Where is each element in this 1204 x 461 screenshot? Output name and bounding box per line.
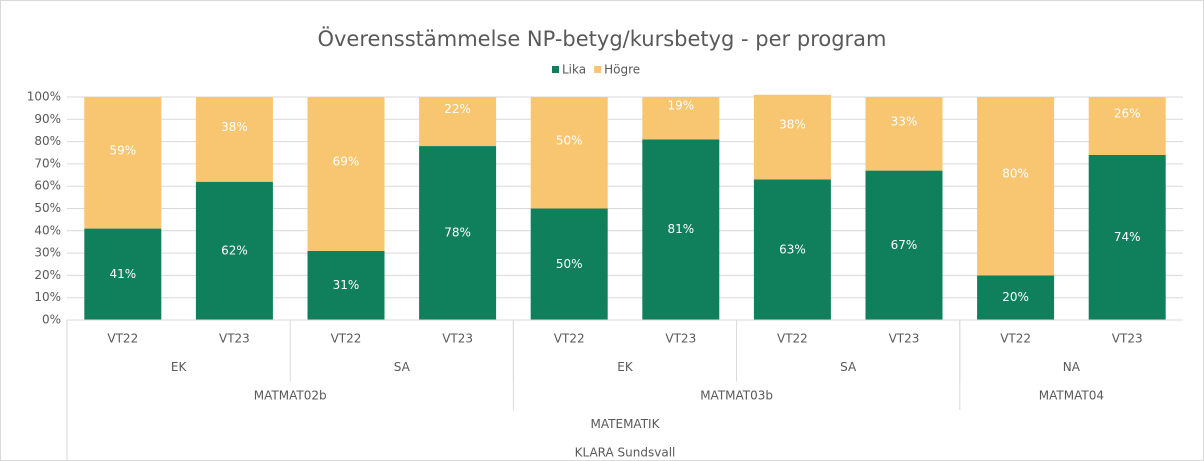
data-label: 20% [1002, 290, 1029, 304]
bar-segment [977, 275, 1055, 320]
group-label: MATMAT04 [1039, 389, 1104, 403]
y-tick-label: 70% [34, 156, 61, 170]
group-label: SA [394, 360, 411, 374]
x-tick-label: VT23 [665, 332, 696, 346]
y-tick-label: 100% [27, 90, 61, 104]
group-label: EK [171, 360, 188, 374]
bar-segment [530, 208, 608, 320]
group-label: MATMAT02b [254, 389, 327, 403]
bar-segment [195, 97, 273, 182]
x-tick-label: VT23 [889, 332, 920, 346]
data-label: 74% [1114, 230, 1141, 244]
group-label: EK [617, 360, 634, 374]
bar-segment [84, 228, 162, 320]
bar-segment [753, 179, 831, 320]
y-tick-label: 10% [34, 290, 61, 304]
data-label: 22% [444, 102, 471, 116]
y-tick-label: 90% [34, 112, 61, 126]
y-tick-label: 50% [34, 201, 61, 215]
legend-label: Lika [562, 63, 586, 77]
data-label: 38% [779, 118, 806, 132]
legend-swatch [552, 66, 559, 73]
data-label: 69% [333, 154, 360, 168]
data-label: 50% [556, 133, 583, 147]
data-label: 67% [891, 238, 918, 252]
legend-label: Högre [604, 63, 640, 77]
bar-segment [530, 97, 608, 209]
y-tick-label: 30% [34, 246, 61, 260]
x-tick-label: VT22 [1000, 332, 1031, 346]
bar-segment [642, 139, 720, 320]
data-label: 19% [667, 99, 694, 113]
x-tick-label: VT22 [554, 332, 585, 346]
y-tick-label: 40% [34, 223, 61, 237]
chart-title: Överensstämmelse NP-betyg/kursbetyg - pe… [317, 26, 886, 51]
bar-segment [419, 146, 497, 320]
bar-segment [865, 97, 943, 171]
bar-segment [1088, 154, 1166, 320]
y-tick-label: 60% [34, 179, 61, 193]
bar-segment [307, 250, 385, 320]
data-label: 81% [667, 222, 694, 236]
x-tick-label: VT23 [1112, 332, 1143, 346]
data-label: 50% [556, 257, 583, 271]
data-label: 38% [221, 120, 248, 134]
data-label: 78% [444, 226, 471, 240]
legend-swatch [594, 66, 602, 73]
x-tick-label: VT23 [442, 332, 473, 346]
data-label: 26% [1114, 106, 1141, 120]
bar-segment [977, 97, 1055, 276]
bar-segment [865, 170, 943, 320]
bar-segment [307, 97, 385, 251]
data-label: 31% [333, 278, 360, 292]
group-label: MATEMATIK [591, 417, 661, 431]
group-label: MATMAT03b [700, 389, 773, 403]
data-label: 41% [109, 267, 136, 281]
bar-segment [753, 94, 831, 180]
data-label: 33% [891, 114, 918, 128]
data-label: 63% [779, 242, 806, 256]
bar-segment [419, 97, 497, 147]
y-tick-label: 0% [42, 313, 61, 327]
data-label: 59% [109, 143, 136, 157]
x-tick-label: VT22 [107, 332, 138, 346]
x-tick-label: VT23 [219, 332, 250, 346]
group-label: KLARA Sundsvall [575, 446, 676, 460]
data-label: 80% [1002, 167, 1029, 181]
bar-segment [642, 97, 720, 140]
data-label: 62% [221, 243, 248, 257]
x-tick-label: VT22 [331, 332, 362, 346]
y-tick-label: 80% [34, 134, 61, 148]
group-label: NA [1063, 360, 1081, 374]
bar-segment [195, 181, 273, 320]
y-tick-label: 20% [34, 268, 61, 282]
bar-segment [1088, 97, 1166, 155]
bar-segment [84, 97, 162, 229]
group-label: SA [840, 360, 857, 374]
x-tick-label: VT22 [777, 332, 808, 346]
